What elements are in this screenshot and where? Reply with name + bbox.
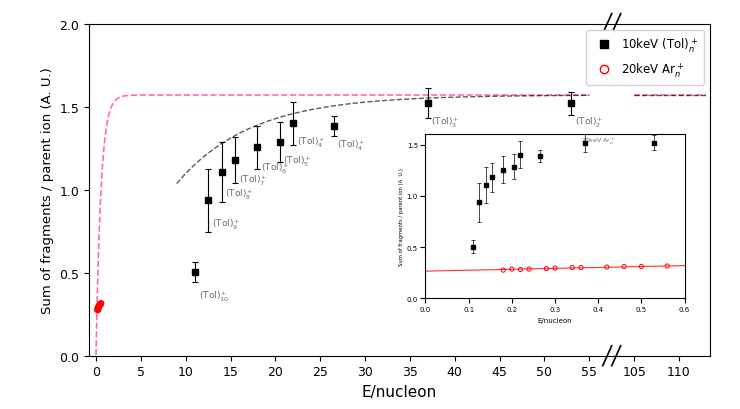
Text: 20keV Ar$_n^+$: 20keV Ar$_n^+$: [581, 136, 616, 147]
Point: [506, 266, 518, 273]
Text: (Tol)$_8^+$: (Tol)$_8^+$: [225, 188, 254, 202]
Text: (Tol)$_5^+$: (Tol)$_5^+$: [283, 155, 312, 169]
Point: [523, 266, 535, 273]
Point: [93, 303, 105, 309]
Point: [92, 306, 104, 312]
Point: [92, 306, 104, 312]
Point: [549, 265, 561, 272]
Text: (Tol)$_4^+$: (Tol)$_4^+$: [337, 138, 366, 152]
Point: [92, 304, 104, 310]
Text: (Tol)$_2^+$: (Tol)$_2^+$: [575, 116, 603, 130]
Point: [94, 301, 106, 308]
Point: [497, 267, 509, 274]
Point: [94, 302, 106, 308]
Point: [514, 267, 526, 273]
Y-axis label: Sum of fragments / parent ion (A. U.): Sum of fragments / parent ion (A. U.): [41, 67, 53, 313]
Point: [92, 305, 104, 311]
Text: (Tol)$_{10}^+$: (Tol)$_{10}^+$: [199, 289, 229, 303]
Point: [92, 307, 104, 314]
Text: (Tol)$_7^+$: (Tol)$_7^+$: [238, 173, 267, 188]
Text: (Tol)$_3^+$: (Tol)$_3^+$: [431, 116, 460, 130]
Point: [636, 263, 648, 270]
Y-axis label: Sum of fragments / parent ion (A. U.): Sum of fragments / parent ion (A. U.): [399, 168, 404, 266]
Point: [95, 301, 107, 308]
Legend: 10keV (Tol)$_n^+$, 20keV Ar$_n^+$: 10keV (Tol)$_n^+$, 20keV Ar$_n^+$: [586, 30, 704, 85]
Point: [601, 264, 613, 271]
X-axis label: E/nucleon: E/nucleon: [362, 384, 437, 399]
X-axis label: E/nucleon: E/nucleon: [538, 318, 572, 324]
Text: (Tol)$_1^+$: (Tol)$_1^+$: [656, 165, 684, 180]
Point: [662, 263, 673, 270]
Point: [575, 265, 587, 271]
Text: (Tol)$_9^+$: (Tol)$_9^+$: [212, 218, 240, 232]
Point: [95, 300, 107, 307]
Point: [540, 266, 552, 272]
Point: [92, 306, 104, 313]
Text: (Tol)$_6^+$: (Tol)$_6^+$: [261, 161, 289, 175]
Text: (Tol)$_4^+$: (Tol)$_4^+$: [297, 135, 326, 150]
Point: [566, 265, 578, 271]
Point: [618, 263, 630, 270]
Point: [93, 303, 105, 309]
